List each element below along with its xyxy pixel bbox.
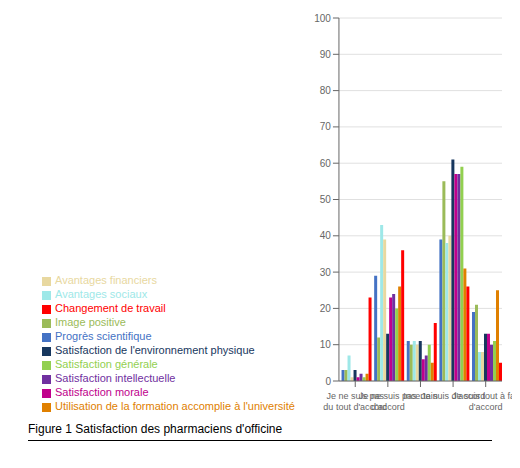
svg-text:90: 90 — [320, 49, 332, 60]
html-text:Utilisation de la formation ac: Utilisation de la formation accomplie à … — [55, 400, 295, 412]
svg-text:70: 70 — [320, 121, 332, 132]
html-text:du tout d'accord: du tout d'accord — [323, 402, 388, 412]
html-text:d'accord: d'accord — [371, 402, 405, 412]
html-text:Satisfaction intellectuelle: Satisfaction intellectuelle — [55, 372, 176, 384]
html-text:Satisfaction générale: Satisfaction générale — [55, 358, 158, 370]
html-text:Changement de travail: Changement de travail — [55, 302, 166, 314]
svg-text:40: 40 — [320, 230, 332, 241]
svg-text:0: 0 — [325, 376, 331, 387]
html-text:Progrès scientifique: Progrès scientifique — [55, 330, 152, 342]
html-text:Figure 1 Satisfaction des phar: Figure 1 Satisfaction des pharmaciens d'… — [28, 422, 283, 436]
svg-text:50: 50 — [320, 194, 332, 205]
svg-text:60: 60 — [320, 158, 332, 169]
html-text:Image positive: Image positive — [55, 316, 126, 328]
svg-text:20: 20 — [320, 303, 332, 314]
svg-text:30: 30 — [320, 267, 332, 278]
svg-text:100: 100 — [314, 13, 331, 24]
html-text:Avantages financiers: Avantages financiers — [55, 274, 157, 286]
html-text:Avantages sociaux: Avantages sociaux — [55, 288, 148, 300]
html-text:Satisfaction morale: Satisfaction morale — [55, 386, 149, 398]
svg-text:Je suis tout à faitd'accord: Je suis tout à faitd'accord — [452, 391, 512, 412]
svg-text:10: 10 — [320, 339, 332, 350]
html-text:Je ne suis pas: Je ne suis pas — [326, 391, 384, 401]
html-text:Satisfaction de l'environnemen: Satisfaction de l'environnement physique — [55, 344, 255, 356]
html-text:Je ne suis pas: Je ne suis pas — [359, 391, 417, 401]
svg-text:80: 80 — [320, 85, 332, 96]
